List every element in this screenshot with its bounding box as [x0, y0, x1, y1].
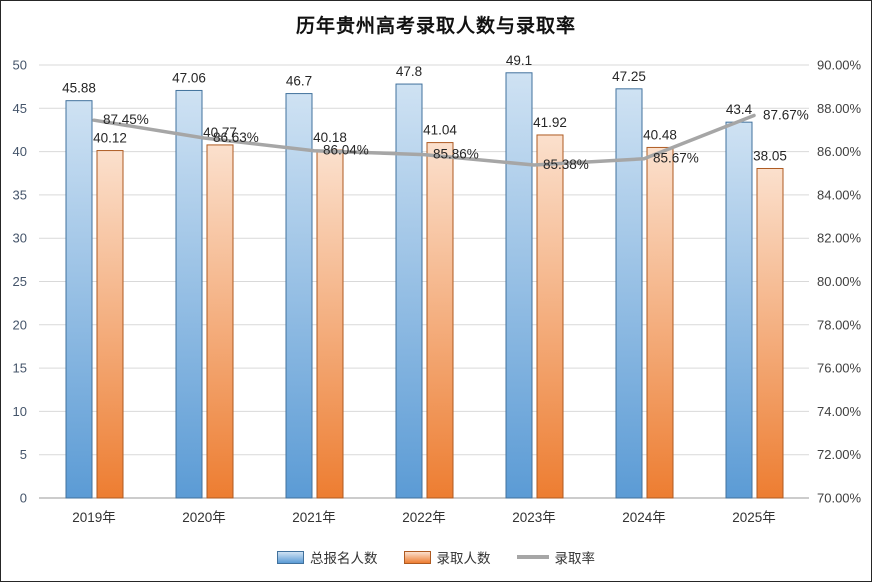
right-axis-tick: 78.00% — [817, 317, 862, 332]
right-axis-tick: 74.00% — [817, 404, 862, 419]
rate-label: 85.86% — [433, 147, 479, 162]
bar-total — [395, 83, 423, 499]
rate-line — [92, 113, 756, 167]
x-axis-category: 2025年 — [732, 510, 776, 525]
rate-label: 87.67% — [763, 107, 809, 122]
left-axis-tick: 30 — [13, 231, 27, 246]
right-axis-tick: 72.00% — [817, 447, 862, 462]
left-axis-tick: 40 — [13, 144, 27, 159]
bar-admitted-label: 41.92 — [533, 115, 567, 130]
left-axis-tick: 15 — [13, 361, 27, 376]
x-axis-category: 2019年 — [72, 510, 116, 525]
x-axis-category: 2022年 — [402, 510, 446, 525]
right-axis-tick: 70.00% — [817, 491, 862, 506]
bar-admitted — [536, 134, 564, 499]
bar-total-label: 45.88 — [62, 81, 96, 96]
bar-admitted-label: 38.05 — [753, 148, 787, 163]
legend-label-admitted: 录取人数 — [436, 551, 491, 566]
bar-admitted — [646, 146, 674, 499]
right-axis-tick: 86.00% — [817, 144, 862, 159]
left-axis-tick: 25 — [13, 274, 27, 289]
bar-total — [505, 72, 533, 499]
x-axis-category: 2023年 — [512, 510, 556, 525]
rate-label: 86.04% — [323, 143, 369, 158]
rate-label: 87.45% — [103, 112, 149, 127]
bar-total — [65, 100, 93, 499]
left-axis-tick: 10 — [13, 404, 27, 419]
rate-label: 85.38% — [543, 157, 589, 172]
bar-total-label: 47.8 — [396, 64, 422, 79]
legend-label-total: 总报名人数 — [310, 551, 378, 566]
legend-item-admitted: 录取人数 — [403, 547, 491, 567]
bar-total-label: 49.1 — [506, 53, 532, 68]
x-axis-category: 2021年 — [292, 510, 336, 525]
right-axis-tick: 80.00% — [817, 274, 862, 289]
legend-swatch-total — [277, 550, 304, 564]
bar-total — [285, 93, 313, 499]
x-axis-category: 2020年 — [182, 510, 226, 525]
bar-admitted — [96, 150, 124, 499]
x-axis-category: 2024年 — [622, 510, 666, 525]
bar-admitted-label: 40.18 — [313, 130, 347, 145]
right-axis-tick: 82.00% — [817, 231, 862, 246]
bar-admitted-label: 41.04 — [423, 123, 457, 138]
right-axis-tick: 90.00% — [817, 58, 862, 73]
legend-swatch-admitted — [403, 550, 431, 564]
left-axis-tick: 20 — [13, 317, 27, 332]
right-axis-tick: 76.00% — [817, 361, 862, 376]
legend-line-rate — [516, 555, 549, 559]
left-axis-tick: 35 — [13, 187, 27, 202]
bar-total — [175, 89, 203, 499]
bar-total-label: 47.25 — [612, 69, 646, 84]
right-axis-tick: 84.00% — [817, 187, 862, 202]
bar-total-label: 43.4 — [726, 102, 753, 117]
left-axis-tick: 5 — [20, 447, 27, 462]
legend-item-rate: 录取率 — [516, 547, 596, 567]
legend-item-total: 总报名人数 — [277, 547, 378, 567]
bar-admitted — [206, 144, 234, 499]
bar-total-label: 46.7 — [286, 74, 312, 89]
bar-admitted-label: 40.48 — [643, 127, 677, 142]
bar-admitted — [756, 167, 784, 499]
rate-label: 86.63% — [213, 130, 259, 145]
left-axis-tick: 50 — [13, 58, 27, 73]
bar-admitted-label: 40.12 — [93, 131, 127, 146]
left-axis-tick: 45 — [13, 101, 27, 116]
bar-admitted — [426, 142, 454, 499]
bar-admitted — [316, 149, 344, 499]
right-axis-tick: 88.00% — [817, 101, 862, 116]
chart-title: 历年贵州高考录取人数与录取率 — [295, 16, 576, 37]
chart-legend: 总报名人数 录取人数 录取率 — [1, 547, 871, 567]
bar-total — [615, 88, 643, 499]
legend-label-rate: 录取率 — [554, 551, 596, 566]
rate-label: 85.67% — [653, 151, 699, 166]
bar-total — [725, 121, 753, 499]
bar-total-label: 47.06 — [172, 70, 206, 85]
bar-admitted-label: 40.77 — [203, 125, 237, 140]
left-axis-tick: 0 — [20, 491, 27, 506]
